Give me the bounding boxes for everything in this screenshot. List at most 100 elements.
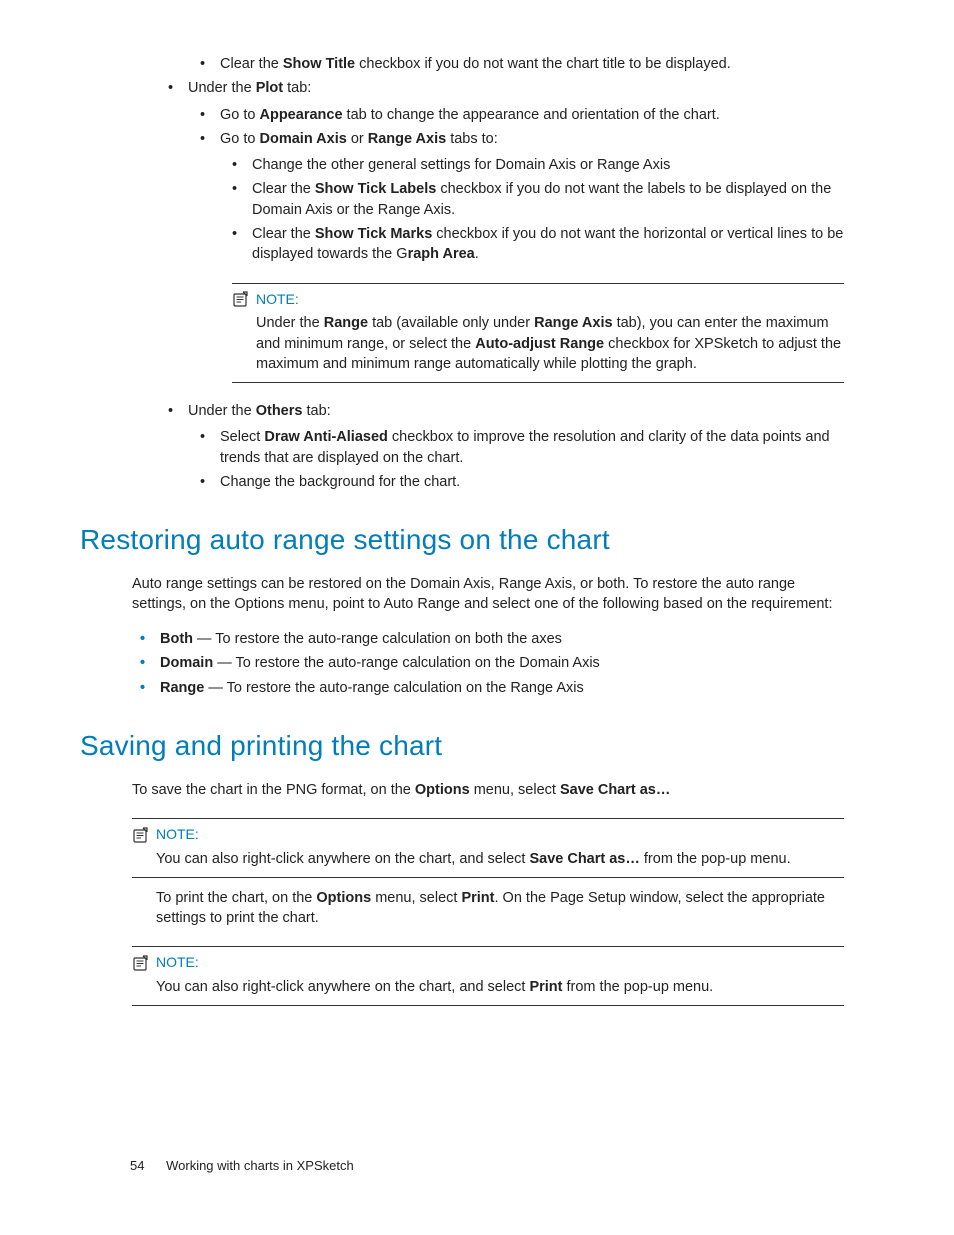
- text-bold: Print: [529, 979, 562, 995]
- text: Change the background for the chart.: [220, 474, 460, 490]
- divider: [232, 382, 844, 383]
- text-bold: Options: [415, 782, 470, 798]
- text-bold: Range Axis: [534, 315, 612, 331]
- text: .: [475, 246, 479, 262]
- text-bold: Others: [256, 403, 303, 419]
- list-item: Change the other general settings for Do…: [232, 155, 844, 175]
- list-others-sub: Select Draw Anti-Aliased checkbox to imp…: [200, 427, 844, 492]
- text-bold: Plot: [256, 80, 283, 96]
- list-item: Range — To restore the auto-range calcul…: [140, 678, 844, 698]
- heading-restoring: Restoring auto range settings on the cha…: [80, 520, 844, 559]
- text-bold: Show Title: [283, 56, 355, 72]
- text-bold: Domain Axis: [260, 131, 347, 147]
- list-item: Change the background for the chart.: [200, 472, 844, 492]
- text: or: [347, 131, 368, 147]
- note-block: NOTE: You can also right-click anywhere …: [132, 946, 844, 1006]
- text: menu, select: [371, 890, 461, 906]
- text-bold: Save Chart as…: [560, 782, 670, 798]
- text: Go to: [220, 131, 260, 147]
- text: Under the: [188, 403, 256, 419]
- text-bold: Save Chart as…: [529, 851, 639, 867]
- note-header: NOTE:: [132, 825, 844, 845]
- text: Under the: [256, 315, 324, 331]
- text-bold: Range: [160, 680, 204, 696]
- text: from the pop-up menu.: [562, 979, 713, 995]
- text: Under the: [188, 80, 256, 96]
- text: — To restore the auto-range calculation …: [204, 680, 583, 696]
- text: You can also right-click anywhere on the…: [156, 851, 529, 867]
- note-header: NOTE:: [232, 290, 844, 310]
- text: tab:: [302, 403, 330, 419]
- footer-title: Working with charts in XPSketch: [166, 1158, 354, 1173]
- text: You can also right-click anywhere on the…: [156, 979, 529, 995]
- text: Change the other general settings for Do…: [252, 157, 670, 173]
- text: Clear the: [220, 56, 283, 72]
- text-bold: Both: [160, 631, 193, 647]
- note-body: You can also right-click anywhere on the…: [156, 977, 844, 997]
- page-number: 54: [130, 1158, 144, 1173]
- list-item: Domain — To restore the auto-range calcu…: [140, 653, 844, 673]
- text: tabs to:: [446, 131, 498, 147]
- text: — To restore the auto-range calculation …: [193, 631, 562, 647]
- note-icon: [132, 955, 150, 971]
- text: Select: [220, 429, 264, 445]
- heading-saving: Saving and printing the chart: [80, 726, 844, 765]
- list-plot-sub: Go to Appearance tab to change the appea…: [200, 105, 844, 265]
- text: tab (available only under: [368, 315, 534, 331]
- list-axis-sub: Change the other general settings for Do…: [232, 155, 844, 264]
- note-icon: [232, 291, 250, 307]
- note-label: NOTE:: [156, 825, 199, 845]
- divider: [132, 877, 844, 878]
- text: tab to change the appearance and orienta…: [343, 107, 720, 123]
- text: Clear the: [252, 226, 315, 242]
- list-item: Select Draw Anti-Aliased checkbox to imp…: [200, 427, 844, 468]
- list-item: Clear the Show Tick Labels checkbox if y…: [232, 179, 844, 220]
- note-header: NOTE:: [132, 953, 844, 973]
- divider: [132, 1005, 844, 1006]
- text-bold: Range: [324, 315, 368, 331]
- list-item: Under the Plot tab: Go to Appearance tab…: [168, 78, 844, 264]
- text-bold: Show Tick Labels: [315, 181, 436, 197]
- list-item: Go to Appearance tab to change the appea…: [200, 105, 844, 125]
- text: To print the chart, on the: [156, 890, 316, 906]
- text: from the pop-up menu.: [640, 851, 791, 867]
- paragraph: To print the chart, on the Options menu,…: [156, 888, 844, 929]
- list-plot: Under the Plot tab: Go to Appearance tab…: [168, 78, 844, 264]
- paragraph: Auto range settings can be restored on t…: [132, 574, 844, 615]
- text-bold: Print: [461, 890, 494, 906]
- note-block: NOTE: Under the Range tab (available onl…: [232, 283, 844, 383]
- note-body: Under the Range tab (available only unde…: [256, 313, 844, 374]
- text: menu, select: [470, 782, 560, 798]
- note-label: NOTE:: [256, 290, 299, 310]
- list-item: Clear the Show Tick Marks checkbox if yo…: [232, 224, 844, 265]
- text: To save the chart in the PNG format, on …: [132, 782, 415, 798]
- page-footer: 54 Working with charts in XPSketch: [130, 1157, 354, 1175]
- text: tab:: [283, 80, 311, 96]
- text-bold: Options: [316, 890, 371, 906]
- list-item: Under the Others tab: Select Draw Anti-A…: [168, 401, 844, 492]
- text: Clear the: [252, 181, 315, 197]
- text-bold: Appearance: [260, 107, 343, 123]
- list-item: Clear the Show Title checkbox if you do …: [200, 54, 844, 74]
- text: Go to: [220, 107, 260, 123]
- divider: [132, 818, 844, 819]
- text: checkbox if you do not want the chart ti…: [355, 56, 731, 72]
- text-bold: Range Axis: [368, 131, 446, 147]
- text-bold: Show Tick Marks: [315, 226, 432, 242]
- list-item: Go to Domain Axis or Range Axis tabs to:…: [200, 129, 844, 265]
- divider: [132, 946, 844, 947]
- text-bold: raph Area: [408, 246, 475, 262]
- list-item: Both — To restore the auto-range calcula…: [140, 629, 844, 649]
- list-restoring: Both — To restore the auto-range calcula…: [140, 629, 844, 698]
- note-block: NOTE: You can also right-click anywhere …: [132, 818, 844, 928]
- divider: [232, 283, 844, 284]
- note-label: NOTE:: [156, 953, 199, 973]
- list-others: Under the Others tab: Select Draw Anti-A…: [168, 401, 844, 492]
- text: — To restore the auto-range calculation …: [213, 655, 600, 671]
- note-icon: [132, 827, 150, 843]
- text-bold: Auto-adjust Range: [475, 336, 604, 352]
- note-body: You can also right-click anywhere on the…: [156, 849, 844, 869]
- list-title-sub: Clear the Show Title checkbox if you do …: [200, 54, 844, 74]
- text-bold: Domain: [160, 655, 213, 671]
- document-page: Clear the Show Title checkbox if you do …: [0, 0, 954, 1006]
